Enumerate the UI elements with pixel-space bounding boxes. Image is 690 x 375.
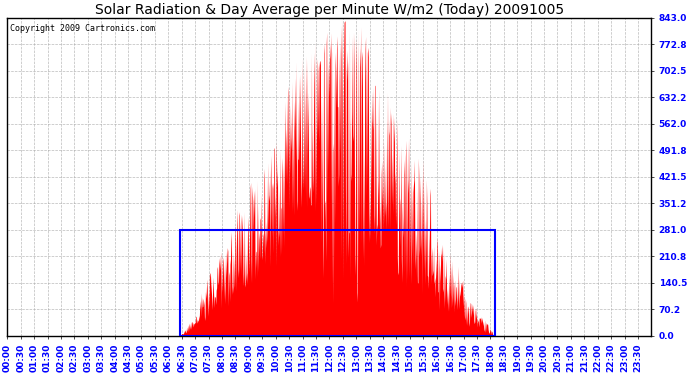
Title: Solar Radiation & Day Average per Minute W/m2 (Today) 20091005: Solar Radiation & Day Average per Minute… xyxy=(95,3,564,17)
Bar xyxy=(180,230,495,336)
Text: Copyright 2009 Cartronics.com: Copyright 2009 Cartronics.com xyxy=(10,24,155,33)
